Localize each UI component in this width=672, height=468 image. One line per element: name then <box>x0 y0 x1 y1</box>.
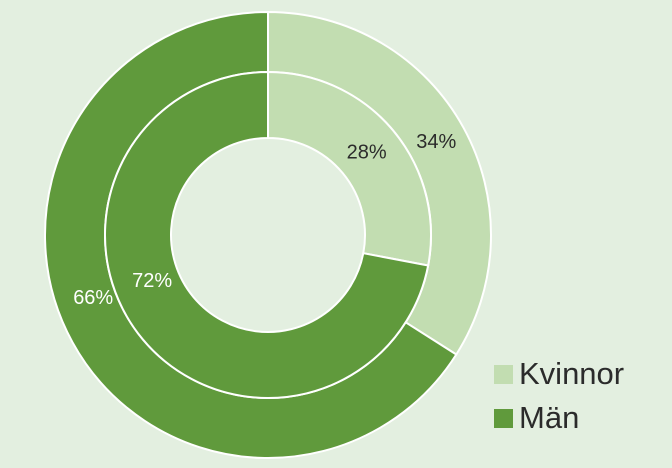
legend-item-kvinnor: Kvinnor <box>494 352 624 396</box>
legend-label-kvinnor: Kvinnor <box>519 356 625 391</box>
outer-label-män: 66% <box>73 287 113 309</box>
legend-swatch-kvinnor <box>494 364 513 384</box>
legend-item-man: Män <box>494 396 624 440</box>
outer-label-kvinnor: 34% <box>416 131 456 153</box>
legend-swatch-man <box>494 408 513 428</box>
legend: Kvinnor Män <box>494 352 624 440</box>
legend-label-man: Män <box>519 400 580 435</box>
inner-label-kvinnor: 28% <box>347 142 387 164</box>
inner-ring-slice-kvinnor <box>267 70 432 267</box>
inner-ring-slice-män <box>104 70 430 399</box>
inner-label-män: 72% <box>132 270 172 292</box>
